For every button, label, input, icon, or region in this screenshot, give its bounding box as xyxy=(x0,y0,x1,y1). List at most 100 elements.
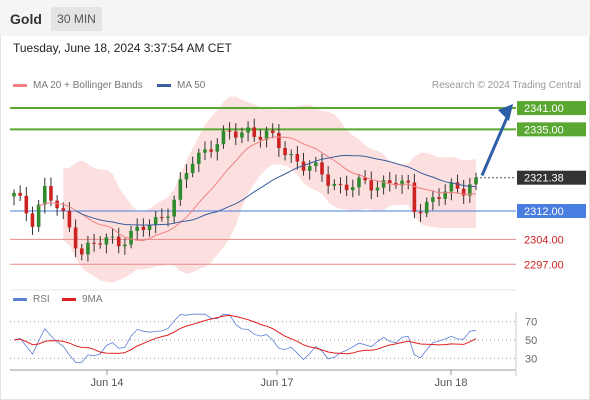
candle-body xyxy=(129,230,133,245)
candle-body xyxy=(24,195,29,214)
candle-body xyxy=(412,182,417,212)
candle-body xyxy=(424,201,429,214)
candle-body xyxy=(61,208,66,211)
9ma-swatch-icon xyxy=(62,297,76,301)
candle-body xyxy=(277,133,281,149)
candle-body xyxy=(283,148,287,156)
candle-body xyxy=(12,192,16,197)
candle-body xyxy=(369,180,374,191)
candle-body xyxy=(104,237,109,245)
candle-body xyxy=(116,236,121,247)
candle-body xyxy=(338,183,343,185)
candle-body xyxy=(73,227,78,249)
candle-body xyxy=(332,183,337,186)
candle-body xyxy=(79,248,84,255)
ma20-line xyxy=(38,136,477,242)
instrument-title: Gold xyxy=(10,11,42,27)
candle-body xyxy=(301,161,306,171)
candle-body xyxy=(455,182,460,189)
candle-body xyxy=(110,236,115,238)
rsi-tick-30: 30 xyxy=(525,353,537,365)
candle-body xyxy=(357,177,361,188)
candle-body xyxy=(147,224,152,231)
candle-body xyxy=(178,179,183,200)
candle-body xyxy=(135,226,139,231)
candle-body xyxy=(221,130,226,145)
candle-body xyxy=(209,149,213,152)
candle-body xyxy=(184,173,189,180)
rsi-swatch-icon xyxy=(13,297,27,301)
candle-body xyxy=(197,152,201,164)
candle-body xyxy=(98,243,103,245)
level-tag-2341.00 xyxy=(517,101,586,116)
candle-body xyxy=(153,217,158,225)
candle-body xyxy=(375,187,380,191)
candle-body xyxy=(431,197,435,202)
candle-body xyxy=(203,149,207,153)
legend-rsi-label: RSI xyxy=(33,294,50,305)
candle-body xyxy=(468,184,472,196)
forecast-arrow-head xyxy=(498,104,513,121)
timeframe-button[interactable]: 30 MIN xyxy=(51,7,102,31)
candle-body xyxy=(326,174,330,186)
rsi-line xyxy=(13,313,477,363)
candle-body xyxy=(227,130,232,132)
x-tick-label-jun-18: Jun 18 xyxy=(434,377,467,389)
candle-body xyxy=(55,200,59,209)
candle-body xyxy=(400,180,404,186)
level-label-2341.00: 2341.00 xyxy=(524,103,564,115)
candle-body xyxy=(160,217,164,219)
x-tick-label-jun-17: Jun 17 xyxy=(260,377,293,389)
candle-body xyxy=(18,192,22,196)
level-tag-2335.00 xyxy=(517,122,586,137)
current-price-label: 2321.38 xyxy=(524,173,564,185)
legend-9ma-label: 9MA xyxy=(82,294,103,305)
candle-body xyxy=(449,182,454,192)
candle-body xyxy=(190,163,195,174)
candle-body xyxy=(461,188,466,196)
candle-body xyxy=(86,242,90,255)
ma20-swatch-icon xyxy=(13,83,27,87)
candle-body xyxy=(246,127,250,133)
candle-body xyxy=(314,162,318,167)
candle-body xyxy=(240,132,244,138)
bollinger-band xyxy=(63,96,477,283)
candle-body xyxy=(264,130,269,140)
legend-ma50-label: MA 50 xyxy=(177,80,206,91)
level-tag-2312.00 xyxy=(517,204,586,218)
candle-body xyxy=(172,199,176,217)
candle-body xyxy=(141,226,146,231)
candle-body xyxy=(437,197,441,199)
candle-body xyxy=(252,127,257,137)
candle-body xyxy=(270,130,275,134)
candle-body xyxy=(295,153,300,162)
candle-body xyxy=(123,244,127,247)
rsi-tick-50: 50 xyxy=(525,335,537,347)
level-label-2304.00: 2304.00 xyxy=(524,234,564,246)
candle-body xyxy=(166,216,170,218)
candle-body xyxy=(406,180,411,183)
candle-body xyxy=(387,180,392,184)
candle-body xyxy=(233,131,238,138)
candle-body xyxy=(36,204,41,227)
candle-body xyxy=(381,180,386,188)
candle-body xyxy=(307,166,312,171)
candle-body xyxy=(43,185,47,205)
candle-body xyxy=(67,210,72,228)
candle-body xyxy=(49,185,53,201)
ma50-swatch-icon xyxy=(157,83,171,87)
rsi-9ma-line xyxy=(13,314,477,355)
candle-body xyxy=(363,177,367,181)
candle-body xyxy=(320,162,324,175)
candle-body xyxy=(351,187,355,191)
timestamp: Tuesday, June 18, 2024 3:37:54 AM CET xyxy=(13,41,232,55)
candle-body xyxy=(258,136,263,140)
current-price-tag xyxy=(517,170,586,185)
level-label-2312.00: 2312.00 xyxy=(524,206,564,218)
legend-ma20-label: MA 20 + Bollinger Bands xyxy=(33,80,143,91)
candle-body xyxy=(215,144,220,152)
candle-body xyxy=(289,153,293,156)
ma50-line xyxy=(75,154,477,226)
level-label-2335.00: 2335.00 xyxy=(524,124,564,136)
